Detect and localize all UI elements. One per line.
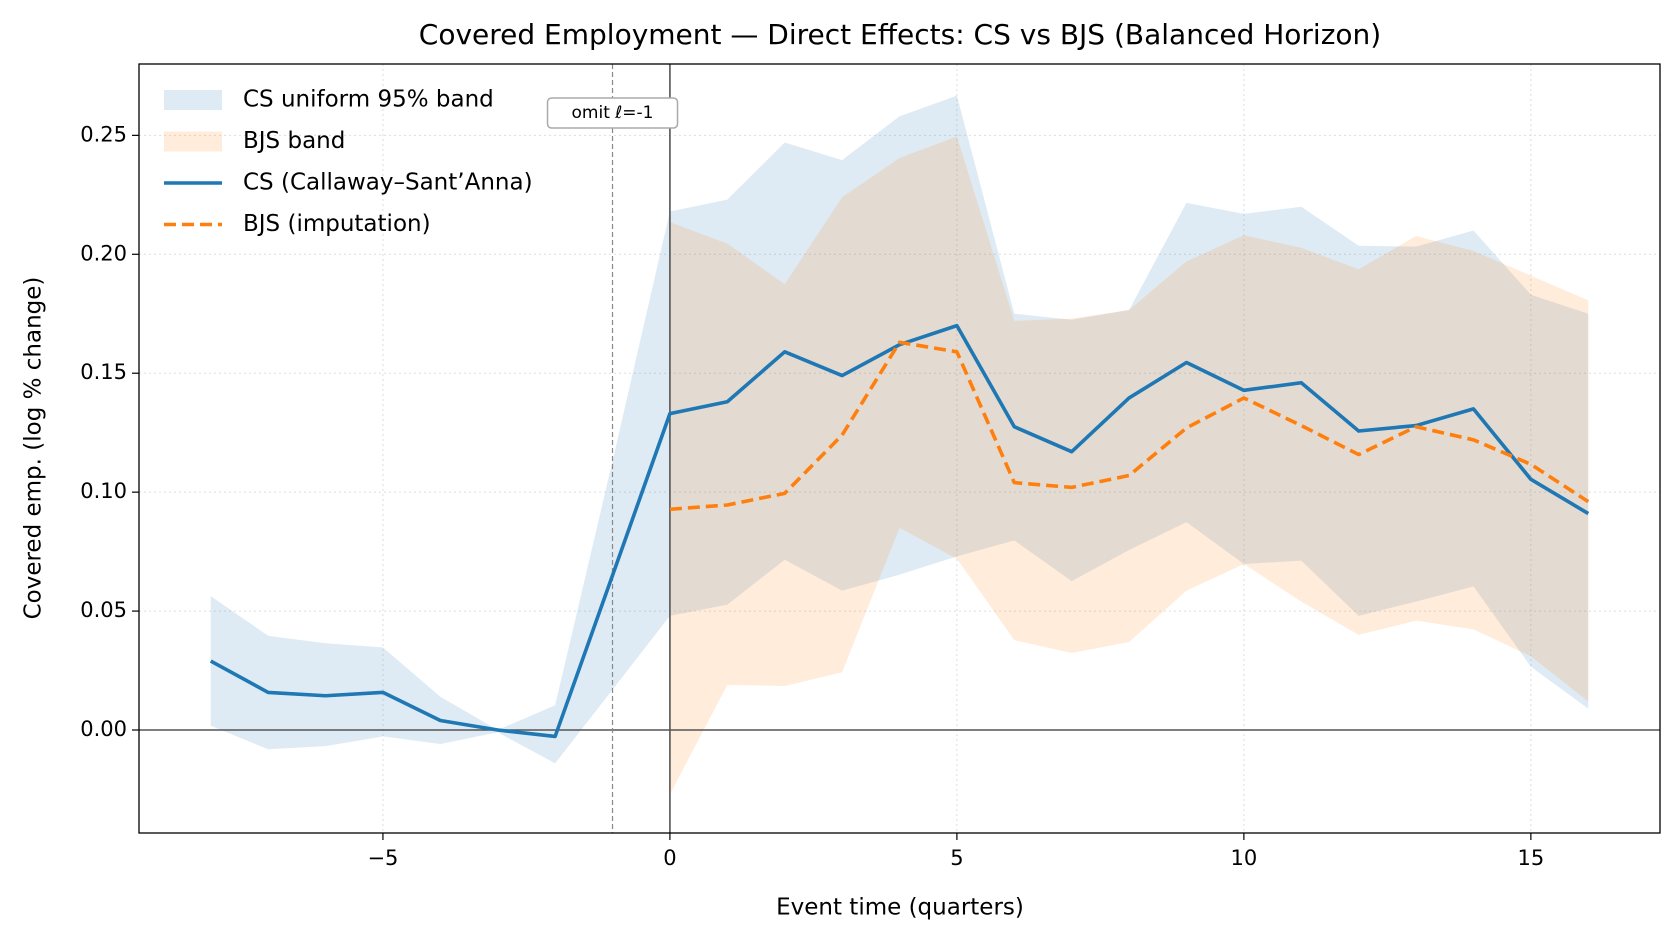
y-tick-label: 0.20 [80, 241, 127, 265]
plot-frame [138, 63, 1661, 834]
y-tick-label: 0.10 [80, 479, 127, 503]
x-axis-label: Event time (quarters) [776, 895, 1024, 921]
x-tick-label: 0 [663, 846, 676, 870]
y-tick-label: 0.05 [80, 598, 127, 622]
chart-title: Covered Employment — Direct Effects: CS … [419, 18, 1381, 51]
confidence-band [669, 136, 1589, 795]
annotation: omit ℓ=-1 [572, 103, 654, 123]
legend-label: CS (Callaway–Sant’Anna) [243, 170, 533, 196]
annotation-box [546, 97, 679, 129]
legend-swatch [164, 90, 222, 110]
x-tick-label: −5 [367, 846, 398, 870]
confidence-band [210, 95, 1589, 764]
legend-swatch [164, 131, 222, 152]
x-tick-label: 15 [1517, 846, 1544, 870]
legend-label: BJS band [243, 128, 345, 154]
y-tick-label: 0.25 [80, 122, 127, 146]
x-tick-label: 5 [950, 846, 963, 870]
y-tick-label: 0.00 [80, 717, 127, 741]
x-tick-label: 10 [1231, 846, 1258, 870]
series-line [669, 340, 1590, 512]
y-axis-label: Covered emp. (log % change) [21, 277, 47, 620]
series-line [209, 323, 1590, 739]
legend-label: BJS (imputation) [243, 211, 431, 237]
legend-label: CS uniform 95% band [243, 87, 494, 113]
y-tick-label: 0.15 [80, 360, 127, 384]
